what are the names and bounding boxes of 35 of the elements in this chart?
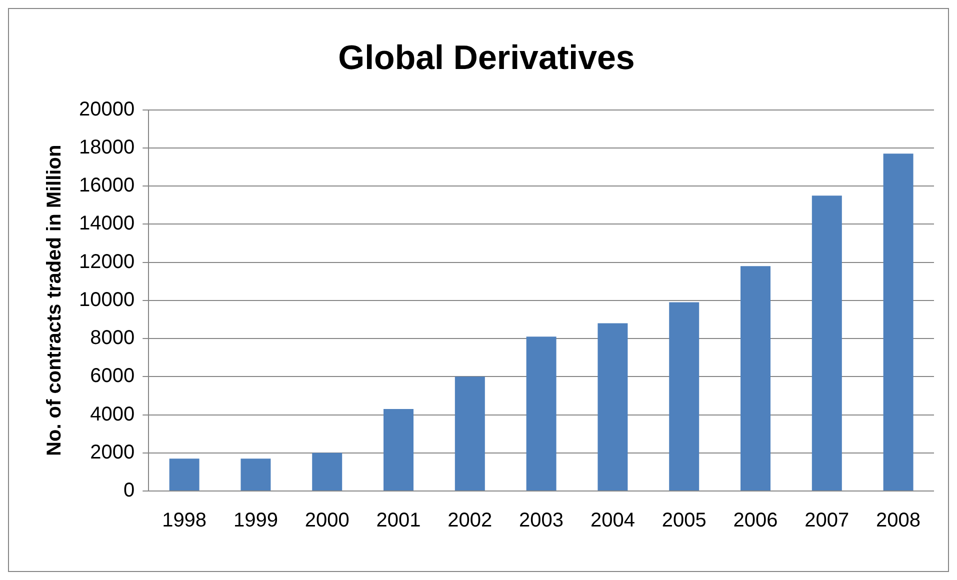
x-tick-label: 2002 (448, 510, 492, 532)
y-tick-label: 0 (123, 480, 135, 502)
y-tick-label: 10000 (78, 288, 135, 311)
y-tick-label: 4000 (90, 403, 135, 426)
x-tick-label: 1999 (233, 510, 278, 532)
x-tick-label: 1998 (162, 510, 207, 532)
bar (669, 302, 700, 490)
bar (312, 452, 342, 490)
y-tick-label: 20000 (78, 98, 135, 120)
x-tick-label: 2006 (733, 510, 778, 532)
x-tick-label: 2004 (590, 510, 635, 532)
bar (240, 458, 271, 490)
bar (169, 458, 200, 490)
bar (883, 154, 914, 490)
bar (384, 409, 414, 490)
x-tick-label: 2003 (519, 510, 564, 532)
y-tick-label: 16000 (78, 174, 135, 197)
x-tick-label: 2008 (876, 510, 921, 532)
bar (812, 196, 842, 490)
y-tick-label: 2000 (90, 441, 135, 464)
x-tick-label: 2000 (304, 510, 350, 532)
y-tick-label: 18000 (78, 136, 135, 158)
x-tick-label: 2007 (804, 510, 850, 532)
bar (598, 323, 628, 490)
y-tick-label: 8000 (90, 327, 135, 350)
bar (526, 336, 556, 490)
y-tick-label: 12000 (78, 250, 135, 273)
bar (454, 376, 485, 490)
x-tick-label: 2001 (376, 510, 421, 532)
bar (740, 266, 770, 490)
y-tick-label: 14000 (78, 212, 135, 235)
y-tick-label: 6000 (90, 365, 135, 388)
y-axis-title: No. of contracts traded in Million (44, 144, 66, 456)
chart-title: Global Derivatives (338, 38, 635, 77)
x-tick-label: 2005 (662, 510, 706, 532)
